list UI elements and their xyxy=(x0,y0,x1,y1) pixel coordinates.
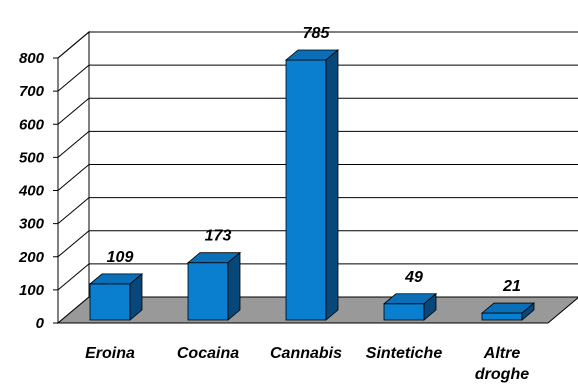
gridline xyxy=(57,31,578,59)
bar-side xyxy=(227,251,241,321)
gridline xyxy=(57,130,578,158)
bar-front xyxy=(285,59,327,321)
bar-side xyxy=(521,302,535,321)
data-label: 785 xyxy=(303,25,331,42)
x-tick-label: Altre xyxy=(483,345,521,362)
bar-front xyxy=(481,312,523,321)
y-tick-label: 700 xyxy=(19,83,45,100)
y-tick-label: 300 xyxy=(19,216,45,233)
gridlines xyxy=(57,31,578,291)
x-tick-label: droghe xyxy=(475,366,529,383)
y-axis: 0 100 200 300 400 500 600 700 800 xyxy=(18,50,59,332)
y-tick-label: 100 xyxy=(19,282,45,299)
bar-front xyxy=(89,283,131,321)
bar xyxy=(88,273,144,321)
bar xyxy=(480,302,536,321)
gridline xyxy=(57,64,578,92)
data-label: 109 xyxy=(107,249,134,266)
gridline xyxy=(57,263,578,291)
bar-front xyxy=(187,262,229,321)
y-tick-label: 200 xyxy=(18,249,45,266)
gridline xyxy=(57,197,578,225)
data-label: 173 xyxy=(205,228,232,245)
bars xyxy=(88,49,536,321)
data-label: 49 xyxy=(404,269,423,286)
y-tick-label: 400 xyxy=(18,183,45,200)
bar-side xyxy=(325,49,339,321)
bar-front xyxy=(383,303,425,321)
y-tick-label: 600 xyxy=(19,116,45,133)
labels: 109 173 785 49 21 Eroina Cocaina Cannabis Sintet… xyxy=(85,25,529,383)
y-tick-label: 500 xyxy=(19,149,45,166)
bar xyxy=(186,251,242,321)
bar xyxy=(382,292,438,321)
bar-side xyxy=(423,292,437,321)
data-label: 21 xyxy=(502,278,521,295)
x-tick-label: Cocaina xyxy=(177,345,239,362)
bar-side xyxy=(129,273,143,321)
gridline xyxy=(57,230,578,258)
gridline xyxy=(57,97,578,125)
y-tick-label: 0 xyxy=(36,315,45,332)
x-tick-label: Eroina xyxy=(85,345,135,362)
gridline xyxy=(57,164,578,191)
bar xyxy=(284,49,340,321)
y-tick-label: 800 xyxy=(19,50,45,67)
x-tick-label: Cannabis xyxy=(270,345,342,362)
x-tick-label: Sintetiche xyxy=(366,345,443,362)
